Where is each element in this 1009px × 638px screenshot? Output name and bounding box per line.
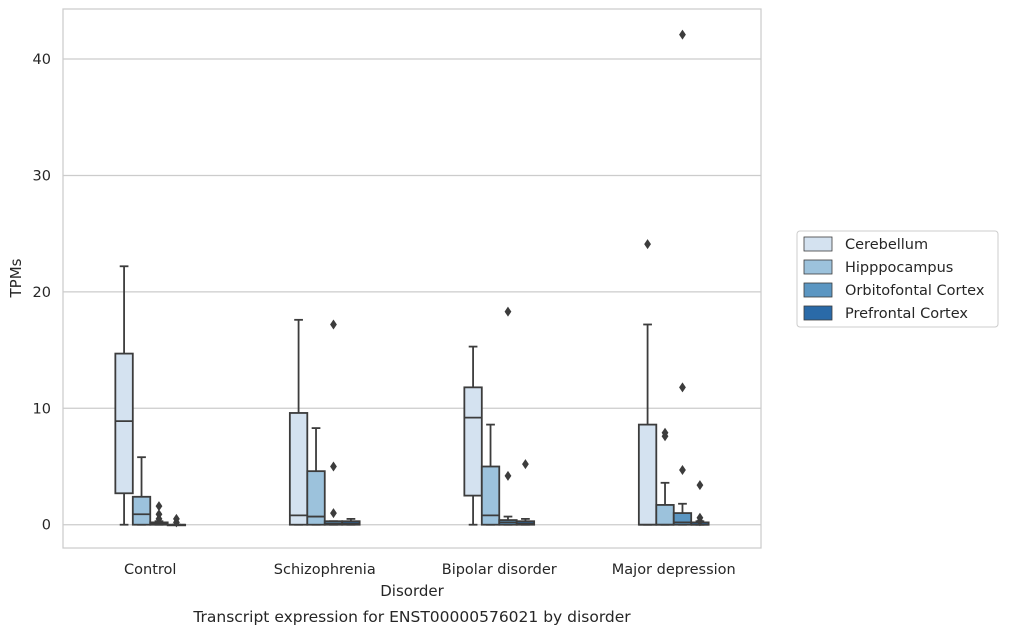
legend: Cerebellum Hipppocampus Orbitofontal Corte… xyxy=(796,230,999,328)
outlier-point-0 xyxy=(330,508,337,519)
y-tick-label-3: 30 xyxy=(33,168,51,184)
box-3-2 xyxy=(515,459,536,526)
box-1-2 xyxy=(480,423,501,526)
box-0-0 xyxy=(114,265,134,526)
box-body xyxy=(637,423,658,526)
x-tick-labels: Control Schizophrenia Bipolar disorder Majo… xyxy=(124,562,736,578)
legend-items: Cerebellum Hipppocampus Orbitofontal Corte… xyxy=(803,236,985,322)
box-2-3 xyxy=(672,29,693,526)
box-2-1 xyxy=(323,319,344,526)
outlier-point-1 xyxy=(679,382,686,393)
box-1-1 xyxy=(306,427,326,526)
box-0-2 xyxy=(463,345,483,526)
legend-label-2: Orbitofontal Cortex xyxy=(845,283,985,299)
outlier-point-1 xyxy=(155,509,163,520)
x-tick-label-1: Schizophrenia xyxy=(274,562,376,578)
box-layer xyxy=(114,29,710,528)
box-body xyxy=(672,512,693,526)
outlier-point-2 xyxy=(155,501,163,512)
box-body xyxy=(288,412,309,526)
legend-label-3: Prefrontal Cortex xyxy=(845,306,968,322)
box-0-1 xyxy=(288,318,309,526)
outlier-point-0 xyxy=(522,459,529,470)
legend-swatch-0 xyxy=(803,236,833,252)
box-body xyxy=(480,465,501,526)
box-body xyxy=(114,352,134,495)
outlier-point-0 xyxy=(644,239,651,250)
box-3-3 xyxy=(690,480,710,527)
box-body xyxy=(131,495,152,526)
outlier-point-2 xyxy=(696,480,704,491)
outlier-point-0 xyxy=(679,465,686,476)
outlier-point-1 xyxy=(504,306,512,317)
legend-swatch-3 xyxy=(803,305,833,321)
y-tick-labels: 0 10 20 30 40 xyxy=(33,52,51,534)
box-3-1 xyxy=(341,517,361,526)
box-1-0 xyxy=(131,456,152,526)
box-2-0 xyxy=(149,501,169,526)
outlier-point-2 xyxy=(330,319,337,330)
y-tick-label-2: 20 xyxy=(33,285,51,301)
x-tick-label-3: Major depression xyxy=(612,562,736,578)
legend-label-1: Hipppocampus xyxy=(845,260,953,276)
outlier-point-1 xyxy=(330,461,337,472)
box-0-3 xyxy=(637,239,658,526)
box-3-0 xyxy=(166,513,187,528)
y-axis-label: TPMs xyxy=(7,258,25,298)
outlier-point-0 xyxy=(504,470,512,481)
box-2-2 xyxy=(498,306,518,526)
plot-frame xyxy=(62,8,762,549)
box-body xyxy=(306,470,326,526)
x-tick-label-0: Control xyxy=(124,562,176,578)
box-body xyxy=(463,386,483,497)
x-axis-label: Disorder xyxy=(380,582,444,600)
legend-swatch-2 xyxy=(803,282,833,298)
y-tick-label-0: 0 xyxy=(42,518,51,534)
x-tick-label-2: Bipolar disorder xyxy=(442,562,557,578)
box-1-3 xyxy=(655,427,675,526)
box-body xyxy=(655,504,675,526)
outlier-point-1 xyxy=(173,513,180,524)
chart-caption: Transcript expression for ENST0000057602… xyxy=(192,608,631,626)
legend-label-0: Cerebellum xyxy=(845,237,928,253)
outlier-point-1 xyxy=(661,427,669,438)
legend-frame xyxy=(796,230,999,328)
y-tick-label-1: 10 xyxy=(33,401,51,417)
y-tick-label-4: 40 xyxy=(33,52,51,68)
legend-swatch-1 xyxy=(803,259,833,275)
outlier-point-2 xyxy=(679,29,686,40)
outlier-point-1 xyxy=(696,512,704,523)
